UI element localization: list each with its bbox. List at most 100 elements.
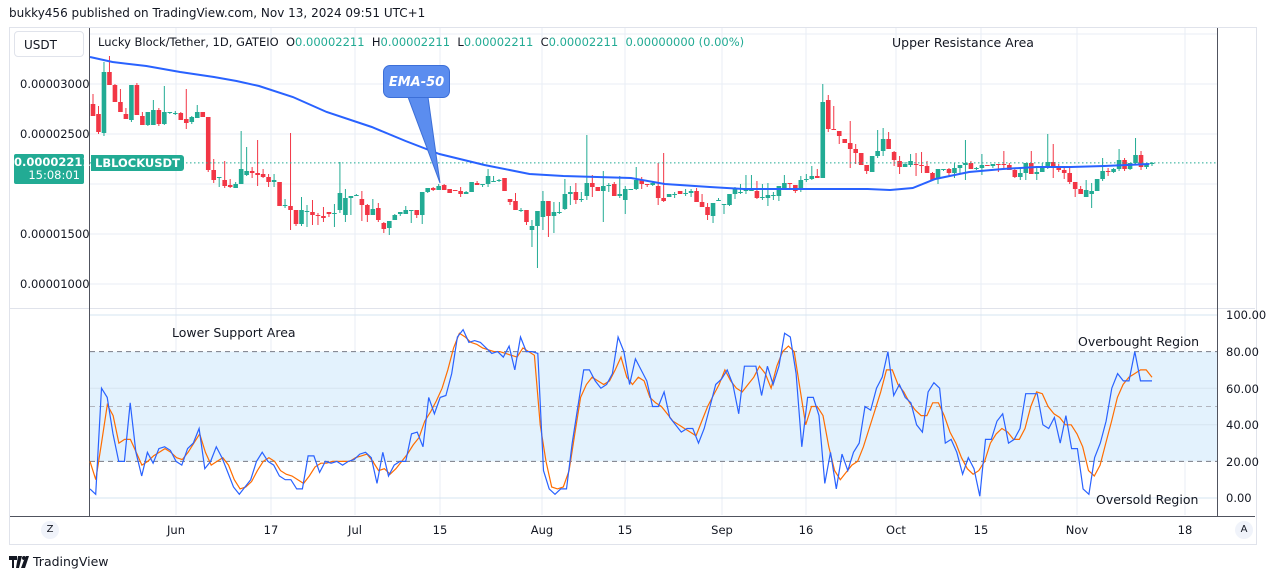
- candle[interactable]: [227, 179, 233, 188]
- candle[interactable]: [974, 167, 979, 170]
- candle[interactable]: [145, 112, 151, 126]
- candle[interactable]: [590, 175, 595, 197]
- candle[interactable]: [705, 203, 710, 220]
- candle[interactable]: [1072, 182, 1078, 197]
- candle[interactable]: [332, 204, 337, 227]
- candle[interactable]: [765, 183, 771, 206]
- candle[interactable]: [1100, 158, 1105, 181]
- candle[interactable]: [140, 112, 145, 125]
- candle[interactable]: [408, 210, 414, 223]
- candle[interactable]: [458, 187, 463, 197]
- candle[interactable]: [485, 169, 491, 187]
- candle[interactable]: [617, 176, 623, 198]
- candle[interactable]: [359, 191, 365, 221]
- candle[interactable]: [348, 196, 354, 215]
- candle[interactable]: [1018, 167, 1023, 180]
- candle[interactable]: [1078, 186, 1083, 194]
- candle[interactable]: [211, 159, 217, 183]
- candle[interactable]: [677, 191, 683, 194]
- candle[interactable]: [579, 192, 584, 202]
- candle[interactable]: [1045, 134, 1051, 169]
- candle[interactable]: [721, 204, 727, 214]
- candle[interactable]: [162, 86, 167, 125]
- candle[interactable]: [266, 174, 271, 187]
- candle[interactable]: [469, 182, 474, 192]
- candle[interactable]: [524, 210, 529, 225]
- candle[interactable]: [990, 164, 996, 168]
- candle[interactable]: [397, 212, 403, 216]
- candle[interactable]: [282, 199, 288, 208]
- candle[interactable]: [941, 169, 946, 171]
- candle[interactable]: [134, 83, 140, 115]
- candle[interactable]: [167, 112, 173, 114]
- candle[interactable]: [694, 188, 699, 202]
- candle[interactable]: [370, 199, 376, 215]
- candle[interactable]: [178, 112, 184, 120]
- candle[interactable]: [491, 176, 496, 182]
- candle[interactable]: [1105, 168, 1111, 176]
- candle[interactable]: [343, 189, 348, 222]
- candle[interactable]: [655, 163, 661, 205]
- candle[interactable]: [1116, 149, 1122, 171]
- candle[interactable]: [1138, 151, 1144, 170]
- candle[interactable]: [321, 207, 326, 222]
- candle[interactable]: [260, 169, 266, 178]
- candle[interactable]: [661, 153, 666, 202]
- candle[interactable]: [233, 182, 238, 188]
- candle[interactable]: [831, 106, 837, 130]
- candle[interactable]: [381, 222, 387, 233]
- candle[interactable]: [666, 194, 672, 197]
- candle[interactable]: [568, 186, 573, 205]
- candle[interactable]: [710, 203, 716, 223]
- candle[interactable]: [688, 189, 694, 197]
- candle[interactable]: [430, 187, 436, 191]
- candle[interactable]: [968, 161, 974, 169]
- candle[interactable]: [480, 184, 485, 187]
- candle[interactable]: [683, 189, 688, 196]
- candle[interactable]: [474, 181, 480, 185]
- candle[interactable]: [557, 202, 562, 214]
- oversold-label[interactable]: Oversold Region: [1096, 492, 1199, 507]
- candle[interactable]: [376, 203, 381, 222]
- stoch-k-line[interactable]: [89, 328, 1152, 497]
- candle[interactable]: [513, 193, 518, 210]
- candle[interactable]: [244, 147, 249, 176]
- candle[interactable]: [804, 174, 809, 182]
- candle[interactable]: [880, 128, 886, 156]
- overbought-label[interactable]: Overbought Region: [1078, 334, 1200, 349]
- candle[interactable]: [118, 89, 123, 112]
- candle[interactable]: [836, 131, 842, 144]
- candle[interactable]: [891, 151, 897, 166]
- candle[interactable]: [337, 162, 343, 213]
- candle[interactable]: [112, 84, 118, 102]
- candle[interactable]: [255, 140, 260, 186]
- candle[interactable]: [1023, 163, 1029, 180]
- candle[interactable]: [842, 139, 848, 143]
- candle[interactable]: [782, 175, 787, 189]
- candle[interactable]: [727, 194, 732, 206]
- candle[interactable]: [507, 199, 513, 205]
- candle[interactable]: [249, 167, 255, 178]
- candle[interactable]: [502, 178, 507, 191]
- candle[interactable]: [425, 188, 431, 193]
- candle[interactable]: [1089, 183, 1094, 208]
- candle[interactable]: [123, 108, 129, 119]
- candle[interactable]: [1034, 166, 1040, 180]
- currency-button[interactable]: USDT: [14, 31, 84, 57]
- candle[interactable]: [447, 189, 452, 193]
- candle[interactable]: [771, 192, 776, 200]
- ema-50-line[interactable]: [89, 56, 1150, 192]
- candle[interactable]: [151, 100, 156, 125]
- candle[interactable]: [919, 152, 924, 173]
- candle[interactable]: [194, 105, 200, 118]
- candle[interactable]: [699, 194, 705, 207]
- candle[interactable]: [496, 179, 502, 182]
- candle[interactable]: [858, 153, 864, 165]
- candle[interactable]: [600, 171, 606, 222]
- upper-resistance-label[interactable]: Upper Resistance Area: [892, 35, 1034, 50]
- candle[interactable]: [853, 144, 858, 164]
- candle[interactable]: [584, 135, 590, 200]
- candle[interactable]: [820, 84, 826, 178]
- candle[interactable]: [787, 183, 793, 188]
- candle[interactable]: [452, 190, 458, 191]
